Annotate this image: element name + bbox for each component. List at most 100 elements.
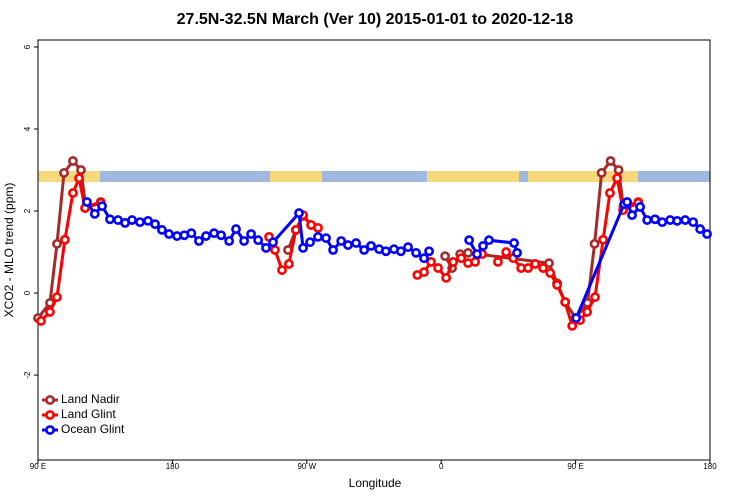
data-point	[484, 235, 494, 246]
x-tick-label: 0	[439, 462, 444, 471]
data-point	[381, 246, 391, 257]
data-point	[596, 167, 607, 178]
data-point	[560, 297, 571, 307]
data-point	[157, 225, 167, 235]
data-point	[59, 167, 69, 178]
data-point	[45, 307, 55, 317]
surface-mask	[38, 171, 710, 182]
data-point	[359, 245, 370, 255]
data-point	[545, 268, 556, 278]
data-point	[253, 235, 264, 246]
data-point	[127, 215, 137, 225]
data-point	[231, 224, 241, 234]
data-point	[456, 253, 467, 264]
data-point	[313, 222, 323, 233]
data-point	[150, 219, 160, 230]
data-point	[328, 245, 338, 255]
data-point	[613, 165, 624, 175]
data-point	[52, 292, 62, 303]
data-point	[426, 256, 436, 267]
data-point	[298, 243, 308, 253]
y-tick-label: 0	[23, 290, 32, 295]
data-point	[440, 251, 450, 262]
data-point	[270, 245, 280, 255]
data-point	[598, 234, 608, 245]
data-point	[512, 247, 522, 258]
data-point	[509, 238, 519, 248]
x-tick-label: 90 W	[297, 462, 316, 471]
data-point	[74, 173, 84, 184]
data-point	[105, 214, 115, 225]
data-point	[463, 247, 473, 258]
y-tick-label: 4	[23, 126, 32, 131]
ocean-strip	[38, 171, 710, 182]
data-point	[305, 237, 315, 248]
series	[82, 197, 712, 323]
data-point	[419, 267, 429, 278]
data-point	[470, 256, 480, 267]
legend-label: Land Glint	[61, 407, 116, 421]
data-point	[246, 229, 256, 239]
data-point	[552, 279, 562, 290]
data-point	[657, 217, 668, 228]
data-point	[224, 236, 235, 246]
data-point	[571, 313, 582, 323]
data-point	[672, 215, 683, 226]
x-tick-label: 90 E	[30, 462, 46, 471]
data-point	[688, 217, 699, 228]
data-point	[294, 208, 304, 218]
data-point	[186, 228, 197, 239]
x-tick-label: 90 E	[567, 462, 583, 471]
data-point	[68, 188, 78, 198]
y-tick-label: -2	[23, 371, 32, 379]
data-point	[135, 217, 145, 228]
data-point	[424, 246, 435, 257]
data-point	[201, 231, 211, 241]
data-point	[290, 225, 301, 235]
data-point	[538, 263, 548, 273]
data-point	[403, 242, 413, 253]
data-point	[441, 272, 452, 283]
data-point	[448, 256, 459, 267]
series-line	[39, 173, 639, 329]
legend-label: Land Nadir	[61, 392, 120, 406]
x-tick-label: 180	[166, 462, 180, 471]
data-point	[164, 229, 174, 239]
data-point	[478, 240, 488, 251]
data-point	[605, 188, 615, 198]
data-point	[366, 240, 376, 251]
data-point	[82, 197, 92, 207]
data-point	[523, 263, 534, 273]
data-point	[680, 215, 691, 225]
data-point	[567, 320, 578, 331]
data-point	[605, 156, 616, 166]
series	[36, 173, 644, 331]
legend-marker	[45, 425, 55, 435]
data-point	[343, 240, 353, 250]
data-point	[612, 173, 623, 184]
land-strip	[270, 171, 322, 182]
chart-title: 27.5N-32.5N March (Ver 10) 2015-01-01 to…	[177, 11, 574, 28]
data-point	[419, 253, 429, 264]
data-point	[622, 197, 633, 207]
data-point	[627, 210, 637, 221]
legend-marker	[45, 410, 55, 420]
data-point	[642, 215, 653, 225]
data-point	[321, 233, 331, 244]
data-point	[635, 202, 646, 212]
plot-frame	[37, 39, 711, 461]
land-strip	[427, 171, 519, 182]
data-point	[277, 265, 287, 275]
data-point	[530, 259, 541, 269]
data-point	[433, 263, 443, 273]
land-strip	[528, 171, 638, 182]
data-point	[97, 201, 107, 212]
data-point	[702, 229, 712, 239]
data-point	[695, 224, 706, 234]
data-point	[268, 237, 278, 248]
data-point	[68, 156, 78, 166]
y-tick-label: 2	[23, 208, 32, 213]
data-point	[501, 247, 512, 257]
